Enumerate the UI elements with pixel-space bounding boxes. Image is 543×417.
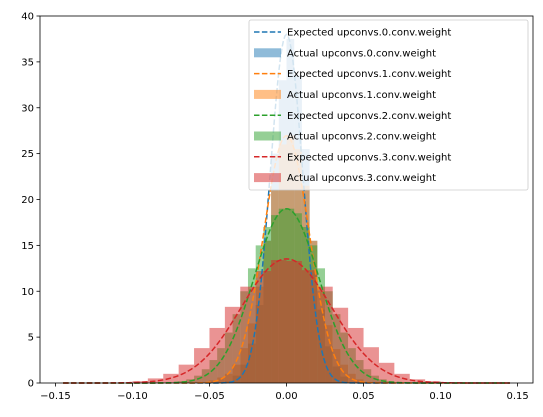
legend-label-actual: Actual upconvs.2.conv.weight	[287, 132, 436, 143]
histogram-bar	[363, 347, 379, 383]
x-tick-label: 0.05	[352, 391, 374, 402]
legend-swatch-actual	[254, 173, 281, 183]
y-tick-label: 10	[21, 287, 34, 298]
histogram-bar	[194, 348, 210, 383]
y-tick-label: 0	[28, 379, 34, 390]
y-tick-label: 20	[21, 195, 34, 206]
x-tick-label: −0.05	[194, 391, 225, 402]
histogram-bar	[286, 260, 302, 383]
x-tick-label: 0.10	[429, 391, 451, 402]
legend-swatch-actual	[254, 89, 281, 99]
histogram-bar	[147, 378, 164, 383]
legend-box	[248, 19, 529, 191]
histogram-bar	[301, 270, 318, 383]
x-axis: −0.15 −0.10 −0.05 0.00 0.05 0.10 0.15	[40, 383, 529, 402]
histogram-bar	[317, 286, 333, 383]
histogram-bar	[255, 271, 272, 383]
x-tick-label: 0.00	[275, 391, 297, 402]
x-tick-label: −0.15	[40, 391, 71, 402]
legend-label-expected: Expected upconvs.0.conv.weight	[287, 28, 451, 39]
y-tick-label: 15	[21, 241, 34, 252]
histogram-bar	[332, 307, 349, 383]
legend-label-actual: Actual upconvs.0.conv.weight	[287, 48, 436, 59]
y-axis: 0 5 10 15 20 25 30 35 40	[21, 12, 40, 390]
histogram-bar	[425, 381, 441, 383]
x-tick-label: −0.10	[117, 391, 148, 402]
histogram-bar	[224, 306, 241, 383]
histogram-bar	[409, 379, 426, 383]
y-tick-label: 25	[21, 149, 34, 160]
legend: Expected upconvs.0.conv.weight Actual upc…	[248, 19, 529, 191]
histogram-bar	[378, 362, 395, 383]
actual-histogram-s3	[132, 260, 441, 383]
y-tick-label: 35	[21, 57, 34, 68]
legend-label-expected: Expected upconvs.2.conv.weight	[287, 111, 451, 122]
legend-swatch-actual	[254, 48, 281, 58]
legend-label-actual: Actual upconvs.3.conv.weight	[287, 173, 436, 184]
expected-curve-s3	[63, 258, 510, 384]
histogram-bar	[271, 260, 287, 383]
y-tick-label: 40	[21, 12, 34, 23]
legend-swatch-actual	[254, 131, 281, 141]
x-tick-label: 0.15	[506, 391, 528, 402]
histogram-bar	[240, 286, 256, 383]
legend-label-actual: Actual upconvs.1.conv.weight	[287, 90, 436, 101]
legend-label-expected: Expected upconvs.3.conv.weight	[287, 152, 451, 163]
histogram-bar	[348, 327, 364, 383]
histogram-bar	[132, 381, 148, 383]
legend-label-expected: Expected upconvs.1.conv.weight	[287, 69, 451, 80]
y-tick-label: 30	[21, 103, 34, 114]
plot-area	[39, 15, 534, 384]
y-tick-label: 5	[28, 333, 34, 344]
